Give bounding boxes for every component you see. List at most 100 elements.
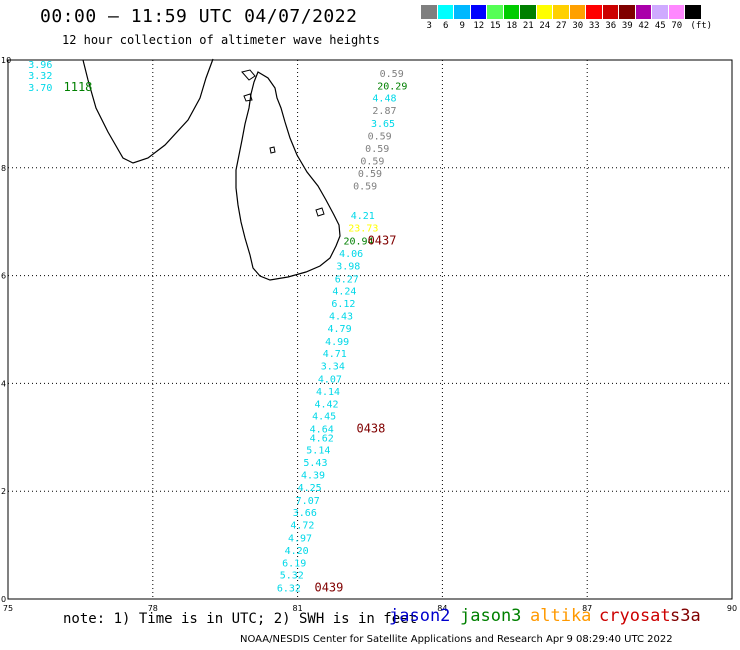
scale-label: 70 — [671, 21, 683, 31]
scale-swatch — [553, 5, 570, 19]
color-scale-labels: 3 6 9 12 15 18 21 24 27 30 33 36 39 42 45 70 (ft) — [421, 21, 740, 33]
scale-label: 30 — [572, 21, 584, 31]
scale-swatch — [586, 5, 603, 19]
wave-height-value: 3.65 — [371, 119, 395, 130]
scale-swatch — [602, 5, 619, 19]
wave-height-value: 6.19 — [282, 558, 306, 569]
x-tick-label: 75 — [3, 604, 13, 613]
wave-height-value: 4.42 — [314, 399, 338, 410]
pass-time-label: 1118 — [64, 80, 93, 94]
wave-height-value: 4.39 — [301, 470, 325, 481]
satellite-legend-item: jason3 — [460, 606, 522, 626]
island-coast-2 — [243, 93, 253, 102]
scale-label: 39 — [621, 21, 633, 31]
wave-height-value: 0.59 — [353, 182, 377, 193]
axis-labels: 75 78 81 84 87 90 0 2 4 6 8 10 — [1, 56, 737, 613]
scale-label: 21 — [522, 21, 534, 31]
scale-swatch — [569, 5, 586, 19]
scale-label: 12 — [473, 21, 485, 31]
y-tick-label: 0 — [1, 595, 6, 604]
wave-height-value: 20.94 — [343, 237, 373, 248]
wave-height-value: 6.27 — [335, 274, 359, 285]
units-note: note: 1) Time is in UTC; 2) SWH is in fe… — [63, 611, 418, 627]
wave-height-value: 3.32 — [28, 71, 52, 82]
wave-height-value: 4.43 — [329, 311, 353, 322]
scale-label: 45 — [654, 21, 666, 31]
wave-height-value: 4.97 — [288, 534, 312, 545]
y-tick-label: 4 — [1, 379, 6, 388]
y-tick-label: 6 — [1, 272, 6, 281]
scale-swatch — [685, 5, 702, 19]
pass-time-label: 0438 — [356, 422, 385, 436]
y-tick-label: 2 — [1, 487, 6, 496]
scale-label: 24 — [539, 21, 551, 31]
scale-swatch — [421, 5, 438, 19]
satellite-legend-item: s3a — [670, 606, 701, 626]
wave-height-value: 6.12 — [331, 299, 355, 310]
satellite-legend-item: jason2 — [389, 606, 451, 626]
scale-swatch — [487, 5, 504, 19]
wave-height-color-scale — [421, 5, 702, 19]
wave-height-value: 4.25 — [298, 483, 322, 494]
map-frame — [7, 59, 733, 600]
scale-label: 42 — [638, 21, 650, 31]
scale-swatch — [520, 5, 537, 19]
x-tick-label: 81 — [293, 604, 303, 613]
wave-height-value: 4.71 — [323, 349, 347, 360]
scale-label: 18 — [506, 21, 518, 31]
wave-height-value: 0.59 — [365, 144, 389, 155]
wave-height-value: 4.48 — [372, 94, 396, 105]
wave-height-value: 3.98 — [336, 261, 360, 272]
scale-label: 6 — [443, 21, 449, 31]
pass-time-label: 0439 — [314, 581, 343, 595]
wave-height-value: 5.43 — [303, 458, 327, 469]
map-title: 00:00 – 11:59 UTC 04/07/2022 — [40, 6, 358, 27]
satellite-legend-item: altika — [530, 606, 592, 626]
island-coast-1 — [241, 69, 256, 81]
credit-line: NOAA/NESDIS Center for Satellite Applica… — [240, 634, 673, 645]
scale-label: 27 — [555, 21, 567, 31]
wave-height-value: 5.32 — [280, 571, 304, 582]
x-tick-label: 78 — [148, 604, 158, 613]
y-tick-label: 10 — [1, 56, 11, 65]
scale-swatch — [470, 5, 487, 19]
scale-swatch — [503, 5, 520, 19]
scale-label: (ft) — [690, 21, 713, 31]
pass-time-label: 0437 — [368, 234, 397, 248]
scale-swatch — [454, 5, 471, 19]
wave-height-value: 4.20 — [285, 546, 309, 557]
scale-swatch — [437, 5, 454, 19]
wave-height-value: 4.21 — [351, 211, 375, 222]
wave-height-value: 0.59 — [358, 169, 382, 180]
island-coast-3 — [269, 146, 276, 154]
wave-height-value: 6.32 — [277, 584, 301, 595]
wave-height-value: 0.59 — [368, 131, 392, 142]
x-tick-label: 84 — [437, 604, 447, 613]
wave-height-value: 4.07 — [318, 375, 342, 386]
wave-height-value: 3.70 — [28, 83, 52, 94]
wave-height-value: 4.45 — [312, 412, 336, 423]
scale-swatch — [652, 5, 669, 19]
wave-height-value: 5.14 — [306, 446, 330, 457]
wave-height-value: 4.24 — [332, 287, 356, 298]
wave-height-value: 23.73 — [348, 224, 378, 235]
scale-swatch — [536, 5, 553, 19]
scale-label: 33 — [588, 21, 600, 31]
scale-label: 15 — [489, 21, 501, 31]
wave-height-value: 0.59 — [360, 156, 384, 167]
scale-label: 36 — [605, 21, 617, 31]
scale-label: 9 — [459, 21, 465, 31]
wave-height-value: 0.59 — [380, 69, 404, 80]
x-tick-label: 87 — [582, 604, 592, 613]
satellite-legend-item: cryosat — [599, 606, 671, 626]
sri-lanka-coastline — [235, 71, 341, 281]
wave-height-value: 3.34 — [321, 362, 345, 373]
scale-swatch — [668, 5, 685, 19]
wave-height-value: 2.87 — [372, 106, 396, 117]
island-coast-4 — [315, 207, 325, 217]
wave-height-readings: 3.963.323.70 11180.5920.294.482.873.650.5… — [28, 60, 407, 595]
map-subtitle: 12 hour collection of altimeter wave hei… — [62, 33, 380, 47]
wave-height-value: 4.62 — [310, 433, 334, 444]
map-grid — [7, 59, 733, 600]
